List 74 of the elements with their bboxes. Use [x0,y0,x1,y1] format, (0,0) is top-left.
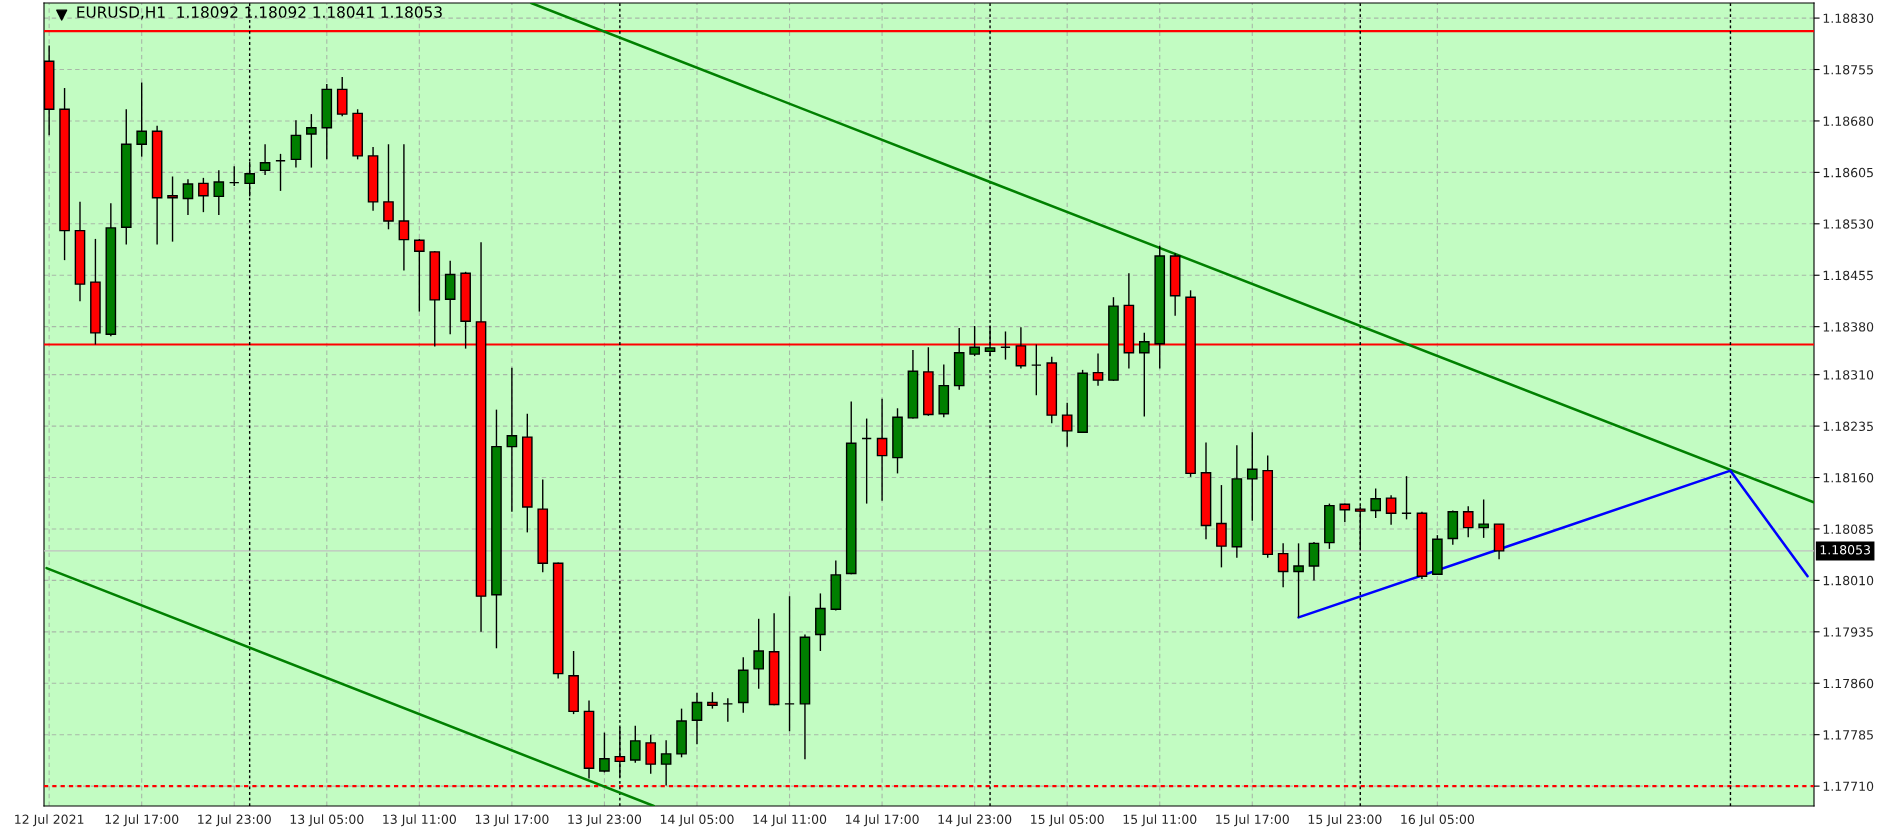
y-tick-label: 1.18380 [1823,322,1874,332]
candlestick [629,725,641,764]
candlestick [861,417,872,505]
candlestick [1031,343,1042,396]
x-tick-label: 13 Jul 23:00 [568,814,642,827]
candlestick [1000,330,1011,361]
x-tick-label: 13 Jul 05:00 [290,814,364,827]
x-tick-label: 15 Jul 11:00 [1123,814,1197,827]
y-tick-label: 1.17785 [1823,730,1873,740]
candlestick [876,397,888,502]
candlestick [506,367,518,513]
candlestick [1216,484,1227,569]
candlestick [784,595,795,732]
x-tick-label: 15 Jul 17:00 [1216,814,1289,827]
candlestick [1385,494,1397,526]
y-tick-label: 1.18605 [1823,167,1873,178]
ref-line-label: 1.18053 [1820,545,1870,555]
candlestick [1462,505,1474,538]
candlestick [213,169,225,216]
y-tick-label: 1.17860 [1823,678,1874,689]
x-tick-label: 15 Jul 23:00 [1308,814,1382,827]
candlestick [275,153,286,192]
y-tick-label: 1.18235 [1823,421,1873,432]
candlestick [198,177,209,213]
candlestick [1277,542,1289,588]
y-tick-label: 1.17710 [1823,781,1874,792]
candlestick [228,165,240,187]
y-tick-label: 1.18830 [1823,13,1874,24]
candlestick [1370,487,1381,519]
x-tick-label: 16 Jul 05:00 [1401,814,1475,827]
candlestick [753,618,765,690]
x-tick-label: 13 Jul 11:00 [383,814,456,827]
y-tick-label: 1.18680 [1823,116,1874,126]
y-tick-label: 1.17935 [1823,627,1873,637]
x-tick-label: 15 Jul 05:00 [1031,814,1104,827]
y-tick-label: 1.18310 [1823,370,1874,380]
x-tick-label: 14 Jul 23:00 [938,814,1012,827]
candlestick [691,692,703,745]
candlestick [383,143,394,230]
candlestick [1092,352,1104,387]
candlestick [414,238,425,313]
candlestick [167,175,178,243]
candlestick [182,178,194,216]
candlestick [645,733,657,775]
candlestick [136,81,148,158]
candlestick [259,143,271,176]
candlestick [1308,541,1320,582]
x-tick-label: 14 Jul 11:00 [753,814,827,827]
candlestick [722,697,734,723]
x-tick-label: 14 Jul 17:00 [845,814,919,827]
candlestick [1246,431,1258,522]
candlestick [1293,542,1304,619]
y-tick-label: 1.18455 [1823,270,1873,281]
y-tick-label: 1.18085 [1823,524,1873,534]
x-tick-label: 12 Jul 2021 [15,814,84,827]
x-tick-label: 13 Jul 17:00 [475,814,549,827]
candlestick [306,113,317,169]
candlestick [1061,402,1073,448]
x-tick-label: 14 Jul 05:00 [660,814,734,827]
candlestick [969,325,980,357]
candlestick [290,119,302,169]
chart-title: EURUSD,H1 1.18092 1.18092 1.18041 1.18053 [77,6,442,20]
y-tick-label: 1.18530 [1823,219,1874,229]
candlestick [1478,498,1489,539]
y-tick-label: 1.18160 [1823,473,1874,483]
candlestick [1401,475,1412,521]
y-tick-label: 1.18755 [1823,64,1873,75]
candlestick [660,739,672,787]
candlestick [1138,332,1150,418]
x-tick-label: 12 Jul 23:00 [198,814,271,827]
x-tick-label: 12 Jul 17:00 [105,814,179,827]
candlestick [599,731,610,774]
candlestick [398,143,410,272]
y-tick-label: 1.18010 [1823,575,1874,586]
